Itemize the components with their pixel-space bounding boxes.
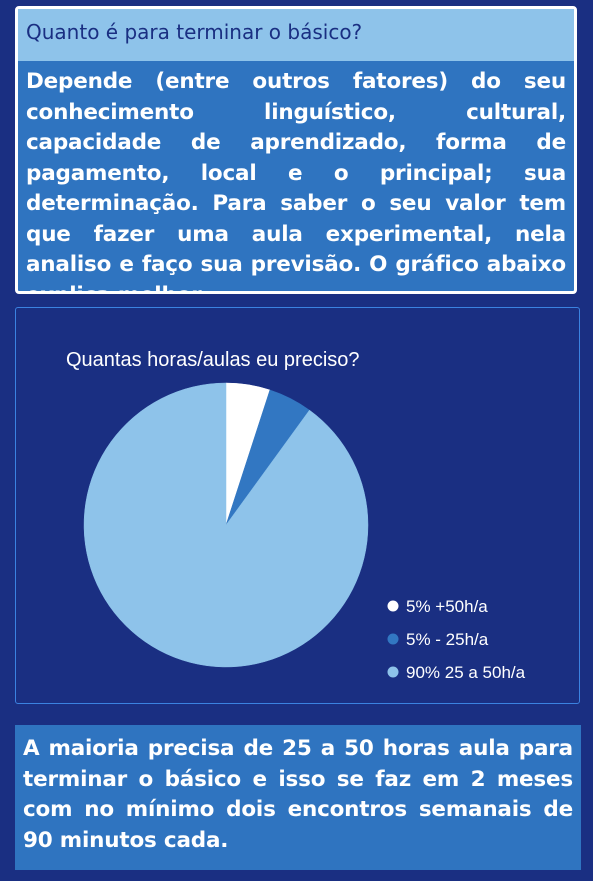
intro-card: Quanto é para terminar o básico? Depende… (15, 6, 577, 294)
intro-card-title: Quanto é para terminar o básico? (18, 9, 574, 61)
pie-chart: Quantas horas/aulas eu preciso? 5% +50h/… (66, 349, 526, 682)
chart-legend: 5% +50h/a 5% - 25h/a 90% 25 a 50h/a (387, 597, 526, 682)
pie-chart-panel: Quantas horas/aulas eu preciso? 5% +50h/… (15, 307, 580, 704)
pie-slice-3 (83, 382, 369, 668)
summary-text: A maioria precisa de 25 a 50 horas aula … (15, 725, 581, 870)
legend-marker-3 (387, 666, 399, 678)
pie-slices (83, 382, 369, 668)
legend-label-2: 5% - 25h/a (406, 630, 489, 649)
legend-marker-1 (387, 600, 399, 612)
legend-label-3: 90% 25 a 50h/a (406, 663, 526, 682)
legend-label-1: 5% +50h/a (406, 597, 488, 616)
intro-card-text: Depende (entre outros fatores) do seu co… (26, 69, 566, 291)
chart-title: Quantas horas/aulas eu preciso? (66, 349, 360, 371)
legend-marker-2 (387, 633, 399, 645)
